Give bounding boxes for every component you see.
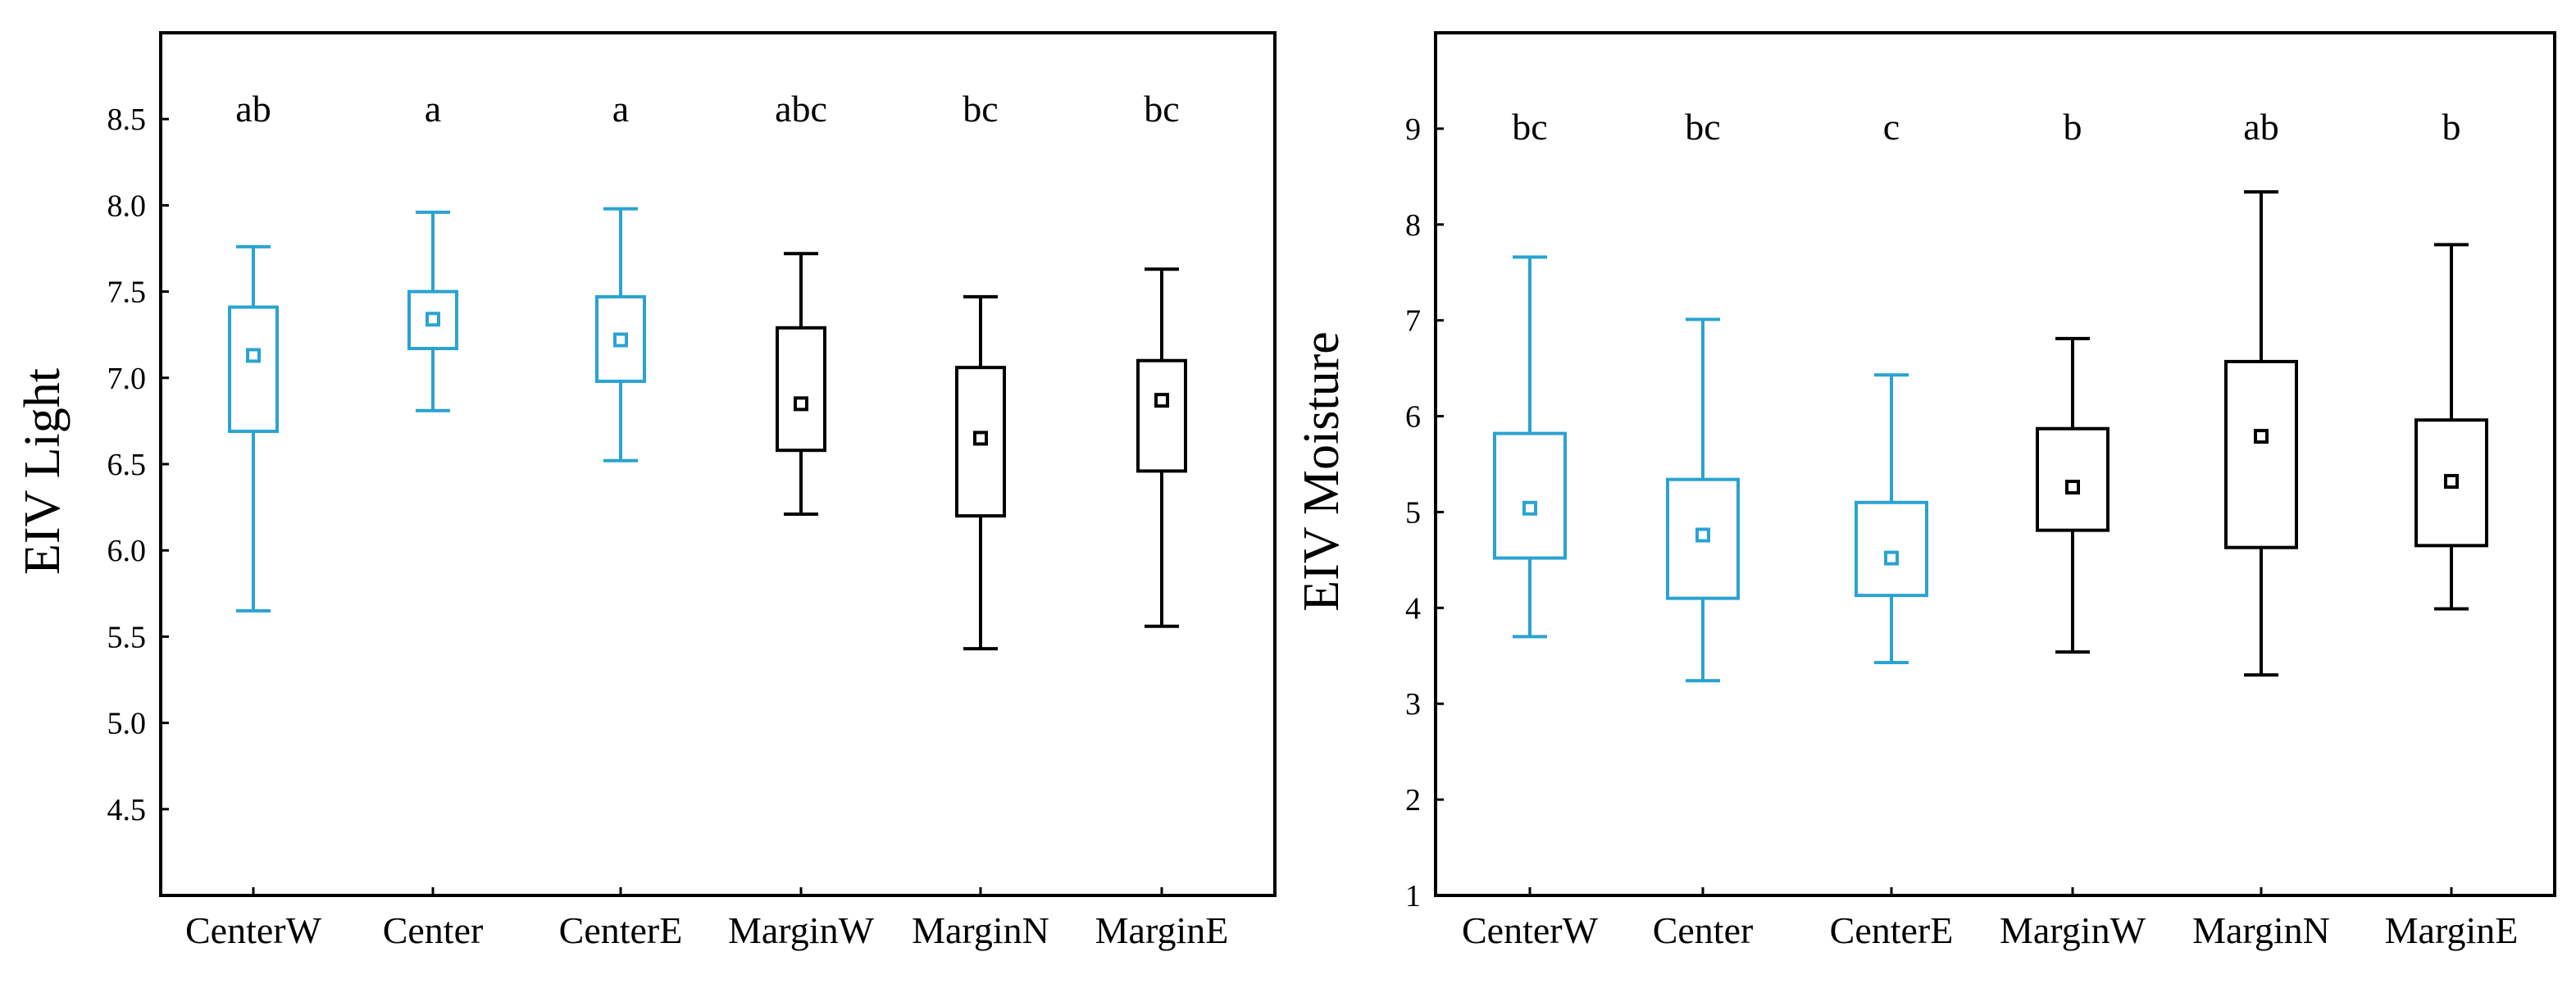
y-tick-label: 4 bbox=[1405, 591, 1421, 626]
y-tick-label: 8.0 bbox=[107, 189, 147, 223]
mean-marker bbox=[1154, 393, 1169, 408]
y-tick-label: 8 bbox=[1405, 208, 1421, 243]
significance-label: abc bbox=[775, 88, 827, 130]
y-tick-label: 7 bbox=[1405, 304, 1421, 339]
x-category-label: MarginN bbox=[2192, 909, 2330, 951]
x-category-label: MarginE bbox=[1095, 909, 1229, 951]
mean-marker bbox=[1522, 500, 1537, 516]
plot-frame bbox=[1434, 31, 2556, 897]
box-marginn bbox=[2224, 359, 2298, 549]
mean-marker bbox=[613, 332, 628, 348]
box-marginw bbox=[2036, 426, 2109, 532]
significance-label: a bbox=[612, 88, 629, 130]
y-tick-label: 1 bbox=[1405, 879, 1421, 913]
y-tick-label: 9 bbox=[1405, 112, 1421, 147]
box-marginn bbox=[955, 366, 1006, 518]
y-tick-label: 6.5 bbox=[107, 448, 147, 482]
mean-marker bbox=[426, 312, 440, 327]
box-margine bbox=[1136, 358, 1187, 473]
significance-label: bc bbox=[1144, 88, 1179, 130]
mean-marker bbox=[246, 348, 261, 363]
box-centere bbox=[1855, 500, 1928, 598]
x-category-label: CenterE bbox=[559, 909, 683, 951]
x-category-label: MarginN bbox=[912, 909, 1049, 951]
mean-marker bbox=[1884, 550, 1899, 566]
plot-frame bbox=[159, 31, 1277, 897]
y-tick-label: 3 bbox=[1405, 687, 1421, 722]
box-centerw bbox=[1493, 431, 1567, 560]
mean-marker bbox=[794, 396, 808, 412]
mean-marker bbox=[2254, 429, 2269, 444]
y-tick-label: 7.5 bbox=[107, 276, 147, 310]
significance-label: ab bbox=[2243, 106, 2278, 148]
significance-label: bc bbox=[1512, 106, 1547, 148]
significance-label: b bbox=[2064, 106, 2082, 148]
significance-label: ab bbox=[235, 88, 271, 130]
box-centere bbox=[595, 294, 646, 384]
significance-label: c bbox=[1883, 106, 1900, 148]
y-axis-title: EIV Light bbox=[15, 368, 71, 575]
x-category-label: CenterW bbox=[1462, 909, 1599, 951]
y-tick-label: 7.0 bbox=[107, 362, 147, 396]
mean-marker bbox=[973, 430, 988, 446]
x-category-label: MarginW bbox=[2000, 909, 2146, 951]
box-centerw bbox=[228, 305, 279, 434]
mean-marker bbox=[1695, 527, 1710, 543]
significance-label: bc bbox=[1685, 106, 1720, 148]
y-tick-label: 4.5 bbox=[107, 793, 147, 827]
significance-label: b bbox=[2442, 106, 2461, 148]
mean-marker bbox=[2065, 480, 2080, 495]
y-tick-label: 6.0 bbox=[107, 534, 147, 568]
y-tick-label: 5.5 bbox=[107, 620, 147, 654]
light-boxplot-panel: 4.5 5.0 5.5 6.0 6.5 7.0 7.5 8.0 8.5 EIV Light Cent… bbox=[15, 31, 1277, 951]
x-category-label: MarginE bbox=[2385, 909, 2519, 951]
significance-label: bc bbox=[963, 88, 998, 130]
y-axis-title: EIV Moisture bbox=[1294, 331, 1349, 612]
x-category-label: Center bbox=[1653, 909, 1754, 951]
x-category-label: MarginW bbox=[728, 909, 875, 951]
x-category-label: Center bbox=[383, 909, 484, 951]
x-category-label: CenterW bbox=[185, 909, 322, 951]
box-marginw bbox=[776, 326, 826, 453]
y-tick-label: 5.0 bbox=[107, 707, 147, 741]
y-tick-label: 2 bbox=[1405, 783, 1421, 818]
y-tick-label: 8.5 bbox=[107, 102, 147, 137]
y-tick-label: 5 bbox=[1405, 495, 1421, 530]
y-tick-label: 6 bbox=[1405, 400, 1421, 435]
x-category-label: CenterE bbox=[1830, 909, 1954, 951]
mean-marker bbox=[2444, 474, 2459, 490]
significance-label: a bbox=[425, 88, 441, 130]
